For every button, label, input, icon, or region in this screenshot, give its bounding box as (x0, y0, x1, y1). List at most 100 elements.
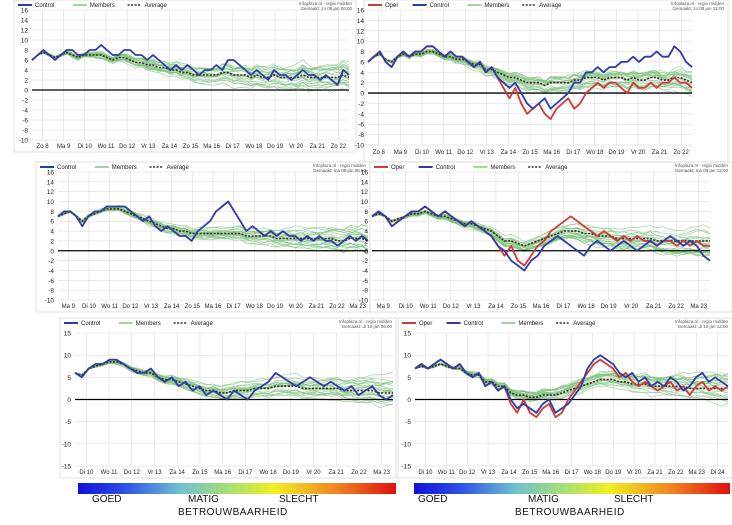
x-tick-label: Di 17 (566, 150, 581, 156)
x-tick-label: Di 10 (415, 150, 430, 156)
y-tick-label: -8 (358, 132, 364, 139)
x-tick-label: Do 12 (457, 150, 474, 156)
reliability-medium-label: MATIG (528, 494, 559, 505)
x-tick-label: Di 17 (564, 470, 579, 476)
x-tick-label: Vr 20 (631, 150, 646, 156)
y-tick-label: 8 (364, 209, 368, 216)
x-tick-label: Ma 23 (373, 470, 390, 476)
x-tick-label: Ma 16 (203, 144, 220, 150)
x-tick-label: Ma 23 (690, 304, 707, 310)
x-tick-label: Ma 16 (214, 470, 231, 476)
y-tick-label: 15 (64, 331, 72, 338)
y-tick-label: 4 (360, 70, 364, 77)
y-tick-label: 10 (21, 38, 29, 45)
y-tick-label: -8 (362, 288, 368, 295)
run-label: Gemaakt: ma 09 jan 06:00 (313, 168, 367, 173)
x-tick-label: Ma 16 (205, 304, 222, 310)
average-series-line (31, 51, 350, 79)
legend-label: Average (191, 321, 214, 327)
x-tick-label: Ma 23 (349, 304, 366, 310)
y-tick-label: 5 (67, 375, 71, 382)
y-tick-label: 10 (357, 39, 365, 46)
y-tick-label: 16 (21, 8, 29, 15)
legend-label: Average (545, 165, 568, 171)
x-tick-label: Za 21 (647, 470, 663, 476)
y-tick-label: -6 (22, 118, 28, 125)
control-series-line (371, 205, 711, 272)
x-tick-label: Ma 9 (394, 150, 408, 156)
panel-frame (397, 317, 732, 479)
x-tick-label: Zo 15 (522, 470, 538, 476)
y-tick-label: -6 (48, 278, 54, 285)
y-tick-label: 10 (361, 199, 369, 206)
x-tick-label: Zo 22 (329, 304, 345, 310)
control-series-line (414, 354, 729, 414)
x-tick-label: Vr 20 (289, 304, 304, 310)
x-tick-label: Zo 22 (669, 304, 685, 310)
x-tick-label: Zo 8 (37, 144, 50, 150)
x-tick-label: Ma 16 (533, 304, 550, 310)
legend-label: Average (573, 321, 596, 327)
source-label: Infoplaza.nl - regio midden (671, 1, 725, 6)
x-tick-label: Za 21 (646, 304, 662, 310)
x-tick-label: Di 10 (82, 304, 97, 310)
y-tick-label: 16 (357, 8, 365, 15)
x-tick-label: Wo 18 (245, 144, 263, 150)
x-tick-label: Vr 13 (141, 144, 156, 150)
x-tick-label: Vr 20 (306, 470, 321, 476)
x-tick-label: Do 12 (119, 144, 136, 150)
x-tick-label: Za 14 (488, 304, 504, 310)
y-tick-label: 0 (67, 397, 71, 404)
member-series-line (57, 208, 369, 251)
x-tick-label: Vr 20 (624, 304, 639, 310)
y-tick-label: -4 (22, 108, 28, 115)
forecast-panel-4: -10 -8 -6 -4 -2 0 2 4 6 8 10 12 14 16 Ma 9 Di 10 Wo 11 Do… (359, 161, 732, 313)
forecast-panel-5: -15 -10 -5 0 5 10 15 Di 10 Wo 11 Do 12 Vr 13 Za 14 Z… (59, 317, 397, 479)
y-tick-label: -4 (362, 268, 368, 275)
y-tick-label: -5 (65, 419, 71, 426)
run-label: Gemaakt: di 10 jan 06:00 (342, 324, 393, 329)
legend-label: Members (518, 321, 543, 327)
x-tick-label: Ma 9 (62, 304, 76, 310)
x-tick-label: Di 17 (227, 304, 242, 310)
x-tick-label: Di 10 (79, 470, 94, 476)
x-tick-label: Di 17 (557, 304, 572, 310)
y-tick-label: -8 (48, 288, 54, 295)
member-series-line (367, 51, 693, 82)
x-tick-label: Za 14 (501, 150, 517, 156)
legend-label: Oper (385, 3, 398, 9)
x-tick-label: Do 19 (605, 470, 622, 476)
member-series-line (367, 50, 693, 86)
y-tick-label: -2 (48, 258, 54, 265)
y-tick-label: 14 (357, 18, 365, 25)
legend-label: Control (81, 321, 100, 327)
x-tick-label: Za 21 (310, 144, 326, 150)
x-tick-label: Wo 18 (584, 470, 602, 476)
y-tick-label: 8 (360, 49, 364, 56)
x-tick-label: Vr 13 (466, 304, 481, 310)
reliability-colorbar-left (78, 483, 396, 494)
y-tick-label: 10 (47, 199, 55, 206)
y-tick-label: 14 (361, 179, 369, 186)
y-tick-label: -8 (22, 128, 28, 135)
x-tick-label: Za 14 (164, 304, 180, 310)
reliability-good-label: GOED (92, 494, 122, 505)
y-tick-label: 16 (361, 170, 369, 177)
y-tick-label: -2 (362, 258, 368, 265)
y-tick-label: 14 (47, 179, 55, 186)
legend-label: Members (112, 165, 137, 171)
x-tick-label: Do 19 (267, 144, 284, 150)
reliability-bad-label: SLECHT (279, 494, 319, 505)
forecast-panel-3: -10 -8 -6 -4 -2 0 2 4 6 8 10 12 14 16 Ma 9 Di 10 Wo 11 Do… (35, 161, 371, 313)
y-tick-label: 6 (360, 59, 364, 66)
member-series-line (57, 207, 369, 241)
legend-label: Oper (391, 165, 404, 171)
control-series-line (31, 44, 350, 86)
member-series-line (414, 363, 729, 394)
y-tick-label: 0 (364, 248, 368, 255)
run-label: Gemaakt: zo 08 jan 06:00 (300, 6, 352, 11)
source-label: Infoplaza.nl - regio midden (675, 163, 729, 168)
y-tick-label: 4 (24, 68, 28, 75)
